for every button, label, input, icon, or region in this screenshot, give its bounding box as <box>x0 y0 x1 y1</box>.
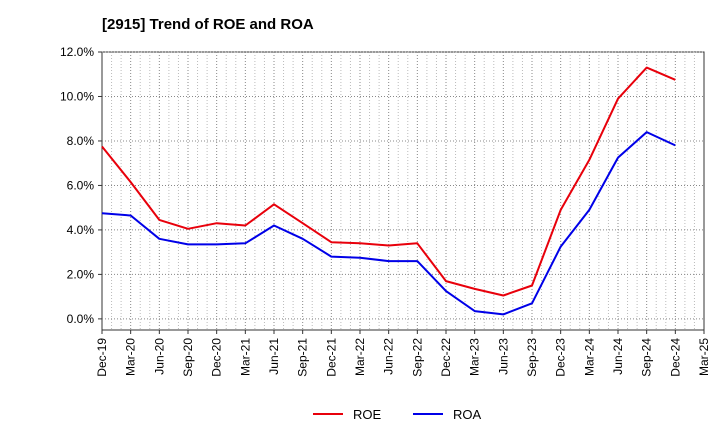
legend-label-roe: ROE <box>353 407 382 422</box>
y-tick-label: 6.0% <box>67 178 95 192</box>
legend-label-roa: ROA <box>453 407 482 422</box>
x-tick-label: Sep-24 <box>640 338 654 377</box>
series-lines <box>101 66 676 316</box>
y-axis-ticks: 0.0% 2.0% 4.0% 6.0% 8.0% 10.0% 12.0% <box>60 45 102 326</box>
x-tick-label: Mar-22 <box>353 338 367 376</box>
x-tick-label: Mar-24 <box>582 338 596 376</box>
x-tick-label: Sep-20 <box>181 338 195 377</box>
x-tick-label: Mar-20 <box>124 338 138 376</box>
y-tick-label: 4.0% <box>67 223 95 237</box>
series-line-roe <box>101 66 676 297</box>
x-tick-label: Dec-21 <box>324 338 338 377</box>
y-tick-label: 8.0% <box>67 134 95 148</box>
y-tick-label: 12.0% <box>60 45 94 59</box>
x-tick-label: Jun-24 <box>611 338 625 375</box>
x-tick-label: Sep-23 <box>525 338 539 377</box>
x-tick-label: Mar-21 <box>238 338 252 376</box>
x-axis-ticks: Dec-19 Mar-20 Jun-20 Sep-20 Dec-20 Mar-21 Jun-… <box>95 330 711 377</box>
x-tick-label: Sep-21 <box>296 338 310 377</box>
x-tick-label: Sep-22 <box>410 338 424 377</box>
x-tick-label: Jun-23 <box>496 338 510 375</box>
y-tick-label: 0.0% <box>67 312 95 326</box>
x-tick-label: Dec-19 <box>95 338 109 377</box>
series-line-roa <box>101 131 676 316</box>
y-tick-label: 2.0% <box>67 267 95 281</box>
plot-area <box>101 51 705 331</box>
x-tick-label: Jun-21 <box>267 338 281 375</box>
x-tick-label: Dec-23 <box>554 338 568 377</box>
x-tick-label: Dec-22 <box>439 338 453 377</box>
y-tick-label: 10.0% <box>60 89 94 103</box>
x-tick-label: Dec-20 <box>210 338 224 377</box>
x-tick-label: Mar-23 <box>468 338 482 376</box>
x-tick-label: Dec-24 <box>668 338 682 377</box>
x-tick-label: Mar-25 <box>697 338 711 376</box>
x-tick-label: Jun-20 <box>152 338 166 375</box>
chart-title: [2915] Trend of ROE and ROA <box>102 16 314 33</box>
legend: ROE ROA <box>313 407 482 422</box>
x-tick-label: Jun-22 <box>382 338 396 375</box>
